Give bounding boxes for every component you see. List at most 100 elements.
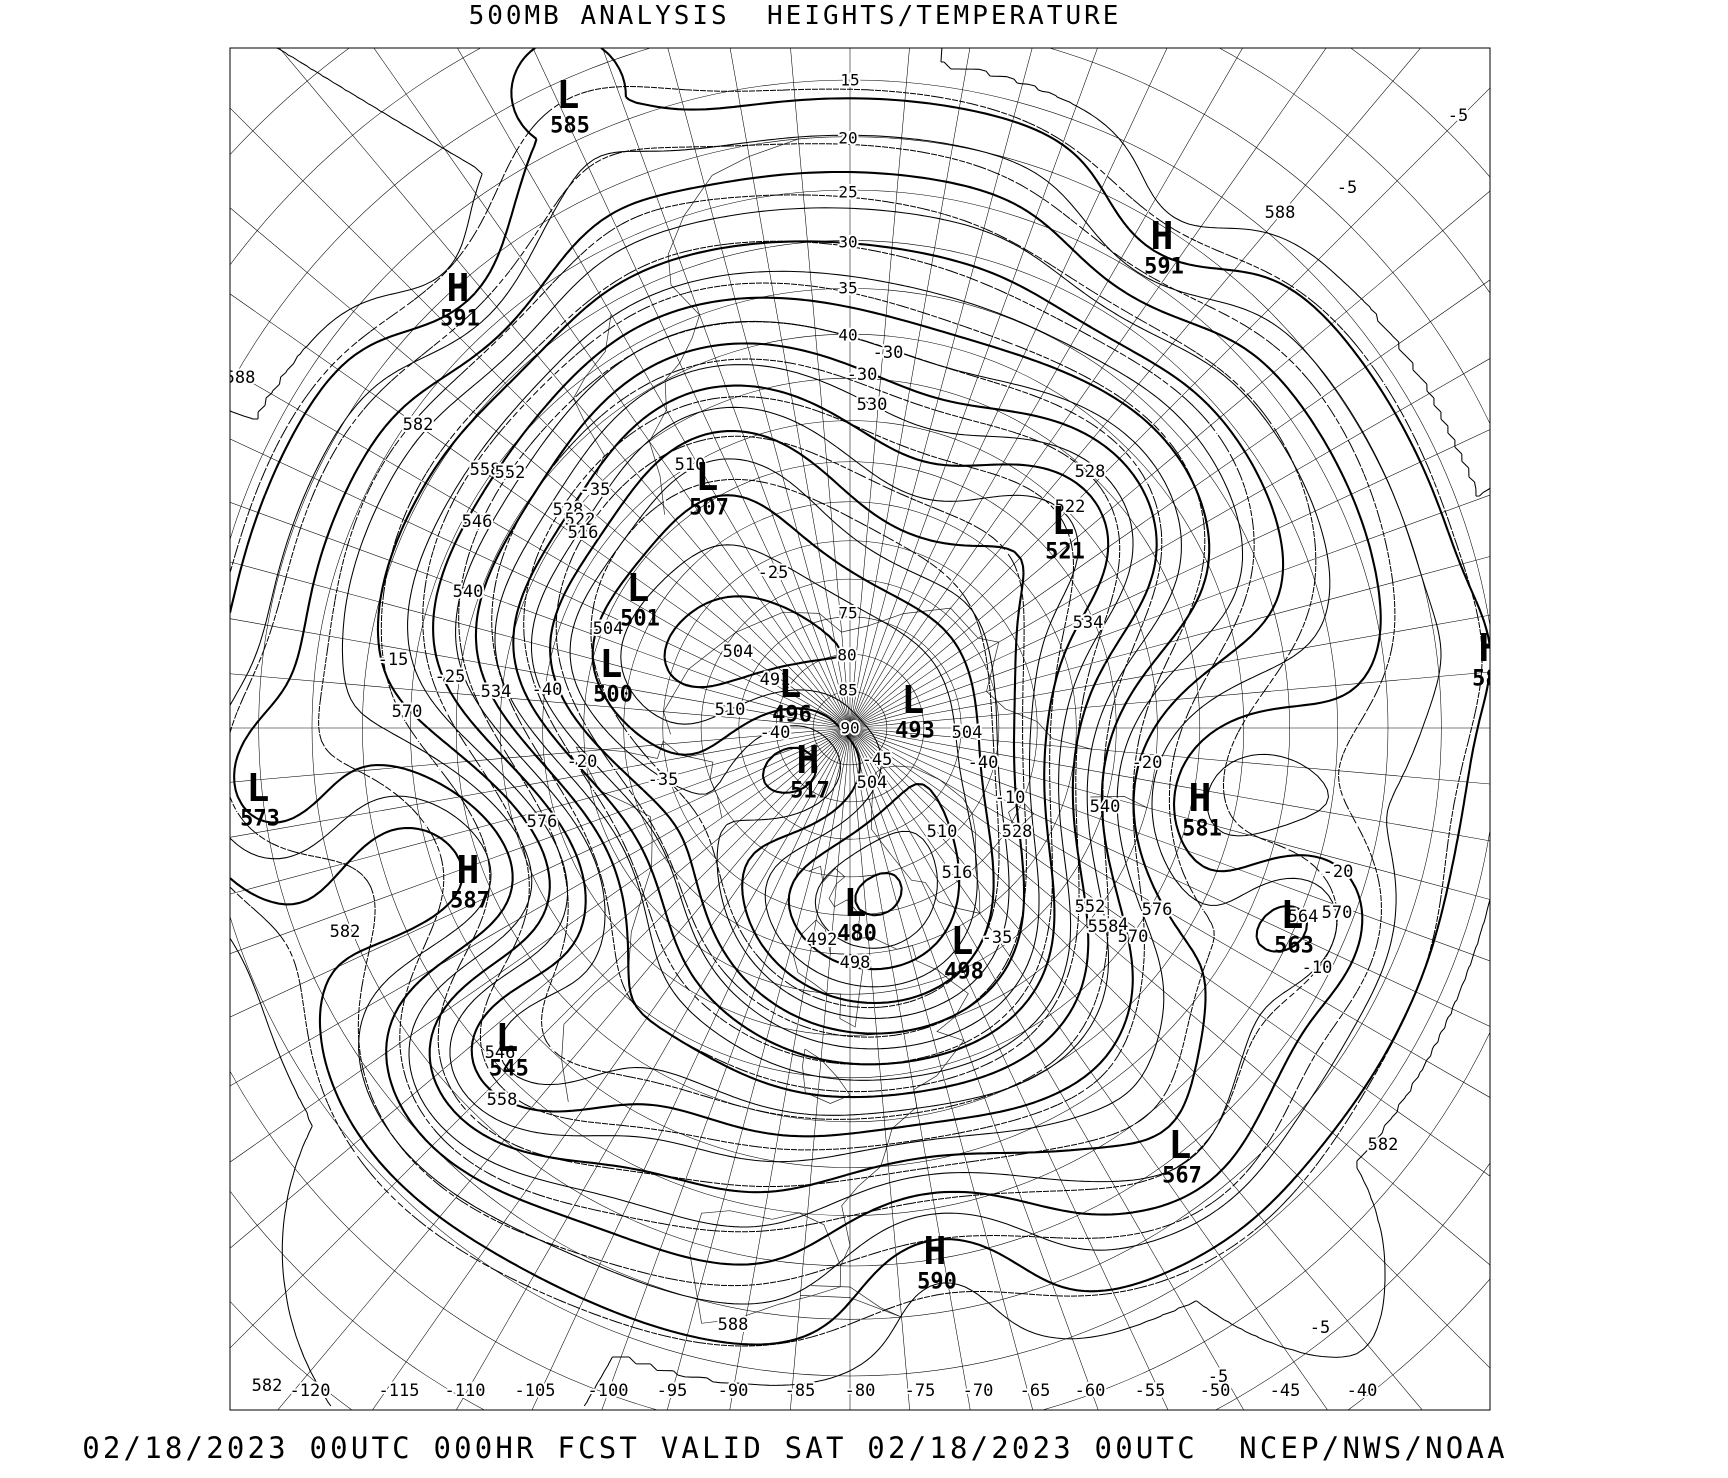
latitude-label: 80 — [837, 646, 856, 665]
temperature-contour-label: -20 — [1323, 862, 1354, 882]
pressure-center-letter: L — [902, 678, 925, 722]
pressure-center-value: 480 — [837, 922, 877, 947]
temperature-contour-label: -10 — [995, 788, 1026, 808]
longitude-label: -90 — [718, 1381, 749, 1401]
temperature-contour-label: -35 — [982, 928, 1013, 948]
height-contour-label: 510 — [675, 455, 706, 475]
height-contour-label: 510 — [715, 700, 746, 720]
temp-contour — [230, 86, 1483, 1347]
height-contour-label: 492 — [807, 930, 838, 950]
pressure-center-value: 493 — [895, 719, 935, 744]
height-contour — [530, 406, 1079, 1050]
meridian-line — [230, 727, 851, 1249]
pressure-center-letter: H — [797, 738, 820, 782]
meridian-line — [230, 727, 851, 838]
temp-contour — [380, 240, 1255, 1187]
height-contour — [341, 207, 1338, 1228]
height-contour-label: 570 — [392, 702, 423, 722]
meridian-line — [849, 671, 1490, 729]
meridian-line — [849, 727, 1490, 962]
pressure-center-value: 517 — [790, 779, 830, 804]
meridian-line — [849, 48, 910, 729]
pressure-center-value: 498 — [944, 960, 984, 985]
meridian-line — [230, 727, 851, 1163]
height-contour-label: 558 — [470, 460, 501, 480]
meridian-line — [230, 293, 851, 729]
height-contour-label: 510 — [927, 822, 958, 842]
meridian-line — [601, 727, 851, 1410]
height-contour-label: 540 — [453, 582, 484, 602]
height-contour — [663, 595, 961, 971]
meridian-line — [849, 190, 1490, 729]
meridian-line — [849, 727, 1490, 1266]
longitude-label: -45 — [1270, 1381, 1301, 1401]
coastline-path — [573, 314, 612, 475]
temperature-contour-label: -40 — [760, 723, 791, 743]
pressure-center-letter: H — [457, 848, 480, 892]
meridian-line — [790, 48, 851, 729]
temperature-contour-label: -20 — [567, 752, 598, 772]
latitude-label: 35 — [838, 279, 857, 298]
meridian-line — [373, 48, 851, 729]
height-contour — [494, 364, 1134, 1081]
meridian-line — [849, 48, 1421, 729]
height-contour-label: 558 — [1088, 917, 1119, 937]
temperature-contour-label: -5 — [1208, 1367, 1228, 1387]
pressure-center-letter: L — [844, 881, 867, 925]
pressure-center-value: 567 — [1162, 1164, 1202, 1189]
height-contour-label: 588 — [1265, 203, 1296, 223]
meridian-line — [455, 727, 851, 1410]
latitude-label: 85 — [838, 681, 857, 700]
height-contour — [455, 320, 1182, 1116]
meridian-line — [849, 429, 1490, 729]
height-contour-label: 564 — [1098, 915, 1129, 935]
meridian-line — [230, 727, 851, 895]
height-contour — [512, 384, 1110, 1066]
height-contour-label: 570 — [1322, 903, 1353, 923]
meridian-line — [230, 502, 851, 729]
temperature-contour-label: -25 — [758, 563, 789, 583]
temperature-contour-label: -10 — [1302, 958, 1333, 978]
meridian-line — [849, 556, 1490, 729]
meridian-line — [230, 107, 851, 729]
height-contour-label: 552 — [1075, 897, 1106, 917]
height-contour-label: 546 — [485, 1043, 516, 1063]
meridian-line — [849, 727, 1490, 842]
longitude-label: -80 — [845, 1381, 876, 1401]
pressure-center-value: 585 — [550, 114, 590, 139]
pressure-center-letter: L — [247, 766, 270, 810]
meridian-line — [849, 358, 1490, 729]
height-contour-label: 582 — [1368, 1135, 1399, 1155]
longitude-label: -95 — [657, 1381, 688, 1401]
pressure-center-letter: H — [1151, 214, 1174, 258]
meridian-line — [230, 727, 851, 783]
longitude-label: -110 — [445, 1381, 486, 1401]
temperature-contour-label: -45 — [862, 750, 893, 770]
meridian-line — [849, 727, 1099, 1410]
meridian-line — [849, 48, 1033, 729]
pressure-center-letter: L — [779, 662, 802, 706]
coastline-path — [871, 765, 981, 914]
coastline-path — [792, 919, 864, 1028]
latitude-label: 75 — [838, 604, 857, 623]
height-contour — [376, 240, 1309, 1194]
pressure-center-letter: L — [951, 919, 974, 963]
height-contour — [230, 134, 1442, 1305]
meridian-line — [667, 48, 851, 729]
latitude-label: 25 — [838, 183, 857, 202]
chart-title: 500MB ANALYSIS HEIGHTS/TEMPERATURE — [468, 1, 1122, 31]
meridian-line — [849, 48, 1243, 729]
height-contour-label: 588 — [718, 1315, 749, 1335]
height-contour-label: 540 — [1090, 797, 1121, 817]
